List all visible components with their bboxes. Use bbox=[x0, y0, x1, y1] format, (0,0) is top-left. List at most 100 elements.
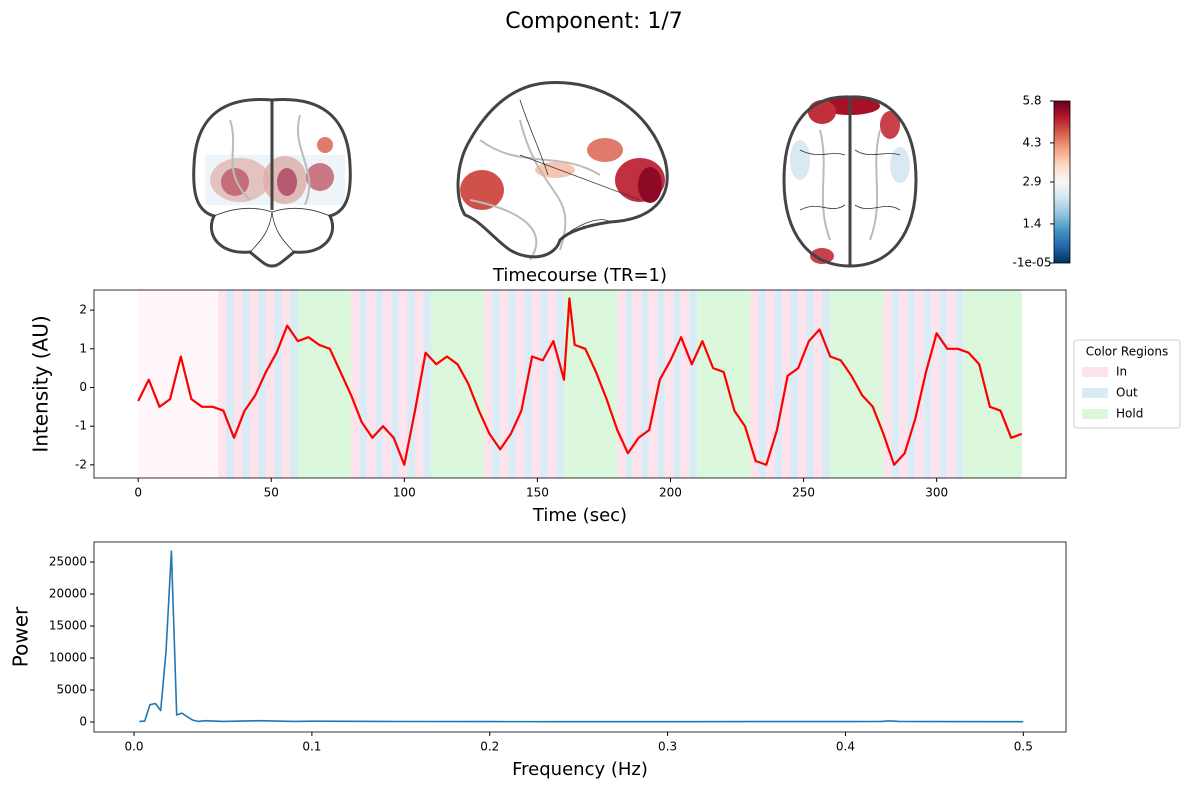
color-region bbox=[233, 290, 242, 478]
y-tick-label: 15000 bbox=[49, 619, 87, 633]
color-region bbox=[814, 290, 823, 478]
color-region bbox=[281, 290, 290, 478]
color-region bbox=[673, 290, 682, 478]
legend-swatch bbox=[1082, 388, 1108, 398]
color-region bbox=[508, 290, 517, 478]
figure-title: Component: 1/7 bbox=[505, 9, 683, 34]
color-region bbox=[689, 290, 698, 478]
y-tick-label: -2 bbox=[75, 457, 87, 471]
color-region bbox=[391, 290, 400, 478]
legend-box bbox=[1073, 339, 1181, 429]
colorbar-tick-label: 4.3 bbox=[1022, 135, 1041, 149]
brain-sagittal bbox=[456, 80, 669, 261]
color-region bbox=[359, 290, 368, 478]
color-region bbox=[947, 290, 956, 478]
color-region bbox=[383, 290, 392, 478]
axes-frame bbox=[93, 541, 1067, 733]
series-line bbox=[137, 297, 1023, 466]
y-tick-label: 20000 bbox=[49, 587, 87, 601]
color-region bbox=[548, 290, 557, 478]
color-region bbox=[297, 290, 352, 478]
color-region bbox=[218, 290, 227, 478]
y-tick-label: 25000 bbox=[49, 555, 87, 569]
y-tick-label: -1 bbox=[75, 419, 87, 433]
color-region bbox=[907, 290, 916, 478]
color-region bbox=[931, 290, 940, 478]
color-region bbox=[257, 290, 266, 478]
x-tick-label: 250 bbox=[792, 486, 815, 500]
x-tick-label: 0.2 bbox=[480, 740, 499, 754]
color-region bbox=[798, 290, 807, 478]
color-region bbox=[273, 290, 282, 478]
y-tick-label: 1 bbox=[79, 341, 87, 355]
color-region bbox=[641, 290, 650, 478]
colorbar-tick-label: 5.8 bbox=[1022, 94, 1041, 108]
color-region bbox=[289, 290, 298, 478]
color-region bbox=[540, 290, 549, 478]
color-region bbox=[351, 290, 360, 478]
x-tick-label: 0.4 bbox=[836, 740, 855, 754]
color-region bbox=[883, 290, 892, 478]
color-region bbox=[822, 290, 831, 478]
color-region bbox=[806, 290, 815, 478]
x-tick-label: 50 bbox=[264, 486, 279, 500]
legend-swatch bbox=[1082, 409, 1108, 419]
color-region bbox=[516, 290, 525, 478]
y-tick-label: 0 bbox=[79, 715, 87, 729]
x-tick-label: 200 bbox=[659, 486, 682, 500]
axes-frame bbox=[93, 289, 1067, 479]
color-region bbox=[649, 290, 658, 478]
x-tick-label: 150 bbox=[526, 486, 549, 500]
color-region bbox=[939, 290, 948, 478]
legend-swatch bbox=[1082, 367, 1108, 377]
legend-label: Out bbox=[1116, 386, 1138, 400]
color-region bbox=[492, 290, 501, 478]
brain-axial bbox=[782, 95, 918, 268]
color-region bbox=[665, 290, 674, 478]
color-region bbox=[249, 290, 258, 478]
color-region bbox=[265, 290, 274, 478]
color-region bbox=[955, 290, 964, 478]
colorbar bbox=[1053, 100, 1071, 264]
color-region bbox=[406, 290, 415, 478]
y-axis-label: Intensity (AU) bbox=[29, 315, 53, 452]
color-region bbox=[226, 290, 234, 478]
colorbar-tick-label: -1e-05 bbox=[1013, 256, 1052, 270]
y-tick-label: 10000 bbox=[49, 651, 87, 665]
x-tick-label: 0.1 bbox=[302, 740, 321, 754]
color-region bbox=[399, 290, 407, 478]
x-tick-label: 300 bbox=[925, 486, 948, 500]
legend-title: Color Regions bbox=[1086, 345, 1168, 359]
color-region bbox=[899, 290, 908, 478]
x-tick-label: 0.5 bbox=[1014, 740, 1033, 754]
y-tick-label: 2 bbox=[79, 303, 87, 317]
color-region bbox=[532, 290, 541, 478]
legend-label: In bbox=[1116, 365, 1127, 379]
color-region bbox=[422, 290, 431, 478]
x-tick-label: 100 bbox=[393, 486, 416, 500]
color-region bbox=[697, 290, 751, 478]
color-region bbox=[766, 290, 775, 478]
color-region bbox=[241, 290, 250, 478]
color-region bbox=[750, 290, 759, 478]
legend-label: Hold bbox=[1116, 407, 1143, 421]
color-region bbox=[500, 290, 509, 478]
x-axis-label: Time (sec) bbox=[532, 505, 627, 526]
y-tick-label: 0 bbox=[79, 380, 87, 394]
y-axis-label: Power bbox=[9, 606, 33, 667]
color-region bbox=[633, 290, 642, 478]
color-region bbox=[891, 290, 900, 478]
color-region bbox=[657, 290, 666, 478]
color-region bbox=[963, 290, 1022, 478]
color-region bbox=[774, 290, 783, 478]
color-region bbox=[375, 290, 384, 478]
color-region bbox=[556, 290, 565, 478]
y-tick-label: 5000 bbox=[56, 683, 87, 697]
color-region bbox=[758, 290, 767, 478]
color-region bbox=[430, 290, 485, 478]
color-region bbox=[915, 290, 924, 478]
color-region bbox=[681, 290, 690, 478]
series-line bbox=[139, 550, 1024, 723]
color-region bbox=[617, 290, 626, 478]
